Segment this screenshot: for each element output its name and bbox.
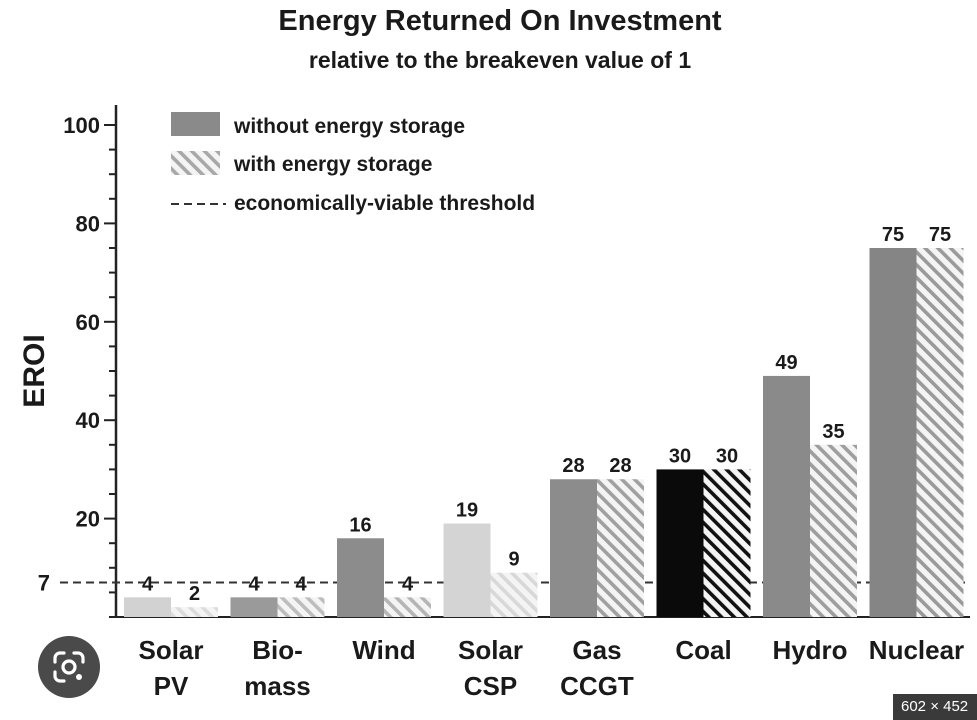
bar-group: 16 4 Wind xyxy=(337,514,431,665)
legend-label-with-storage: with energy storage xyxy=(233,153,432,176)
category-label: Solar xyxy=(458,635,523,665)
legend-label-without-storage: without energy storage xyxy=(233,115,465,138)
category-label: Hydro xyxy=(772,635,847,665)
category-label: mass xyxy=(244,671,311,701)
image-size-badge: 602 × 452 xyxy=(893,694,977,720)
google-lens-icon xyxy=(53,651,85,683)
bar-without-storage xyxy=(869,248,917,617)
threshold-value-label: 7 xyxy=(38,571,50,596)
bar-value-label: 16 xyxy=(349,514,371,536)
legend-swatch-without-storage xyxy=(171,112,220,136)
category-label: Nuclear xyxy=(869,635,964,665)
bar-without-storage xyxy=(337,538,384,617)
y-axis-label: EROI xyxy=(18,334,51,407)
bar-without-storage xyxy=(230,597,278,617)
bar-with-storage xyxy=(384,597,431,617)
bar-group: 4 4 Bio-mass xyxy=(230,573,325,701)
bar-value-label: 28 xyxy=(609,455,631,477)
category-label: Gas xyxy=(572,635,621,665)
bar-without-storage xyxy=(550,479,597,617)
chart-title: Energy Returned On Investment xyxy=(278,5,721,37)
bar-group: 19 9 Solar CSP xyxy=(443,500,538,701)
y-tick-label: 100 xyxy=(63,113,100,138)
category-label: PV xyxy=(154,671,189,701)
bar-with-storage xyxy=(703,469,751,617)
category-label: CSP xyxy=(464,671,517,701)
bar-with-storage xyxy=(171,607,218,617)
bar-group: 30 30 Coal xyxy=(656,445,751,665)
bar-value-label: 2 xyxy=(189,583,200,605)
y-tick-label: 40 xyxy=(76,408,100,433)
bar-value-label: 30 xyxy=(669,445,691,467)
bar-without-storage xyxy=(124,597,171,617)
bar-without-storage xyxy=(763,375,810,617)
category-label: Wind xyxy=(352,635,415,665)
bar-without-storage xyxy=(656,469,704,617)
bar-with-storage xyxy=(916,248,964,617)
bar-value-label: 19 xyxy=(456,500,478,522)
bar-value-label: 28 xyxy=(562,455,584,477)
bar-group: 75 75 Nuclear xyxy=(869,224,964,665)
bar-value-label: 4 xyxy=(248,573,260,595)
bar-value-label: 35 xyxy=(822,421,844,443)
plot-area: 20 40 60 80 100 EROI 7 4 2 Solar PV 4 4 Bio-mass 16 4 Wi… xyxy=(18,105,970,701)
legend-label-threshold: economically-viable threshold xyxy=(234,192,535,215)
bar-with-storage xyxy=(597,479,644,617)
category-label: Solar xyxy=(138,635,203,665)
legend-swatch-with-storage xyxy=(171,151,220,175)
y-tick-label: 20 xyxy=(76,507,100,532)
y-tick-label: 80 xyxy=(76,211,100,236)
category-label: CCGT xyxy=(560,671,634,701)
bar-group: 4 2 Solar PV xyxy=(124,573,218,701)
bar-value-label: 49 xyxy=(775,352,797,374)
legend: without energy storage with energy storag… xyxy=(171,112,535,215)
category-label: Coal xyxy=(675,635,731,665)
google-lens-button[interactable] xyxy=(38,636,100,698)
bar-value-label: 4 xyxy=(142,573,154,595)
bar-with-storage xyxy=(810,444,857,617)
bar-value-label: 75 xyxy=(929,224,951,246)
category-label: Bio- xyxy=(252,635,303,665)
y-tick-label: 60 xyxy=(76,310,100,335)
bar-group: 49 35 Hydro xyxy=(763,352,857,665)
bar-value-label: 4 xyxy=(295,573,307,595)
bar-with-storage xyxy=(277,597,325,617)
bar-value-label: 9 xyxy=(508,549,519,571)
bar-group: 28 28 Gas CCGT xyxy=(550,455,644,701)
bar-with-storage xyxy=(490,572,538,617)
chart-subtitle: relative to the breakeven value of 1 xyxy=(309,47,691,73)
bar-value-label: 75 xyxy=(882,224,904,246)
bar-without-storage xyxy=(443,523,491,617)
bar-value-label: 4 xyxy=(402,573,414,595)
bar-value-label: 30 xyxy=(716,445,738,467)
